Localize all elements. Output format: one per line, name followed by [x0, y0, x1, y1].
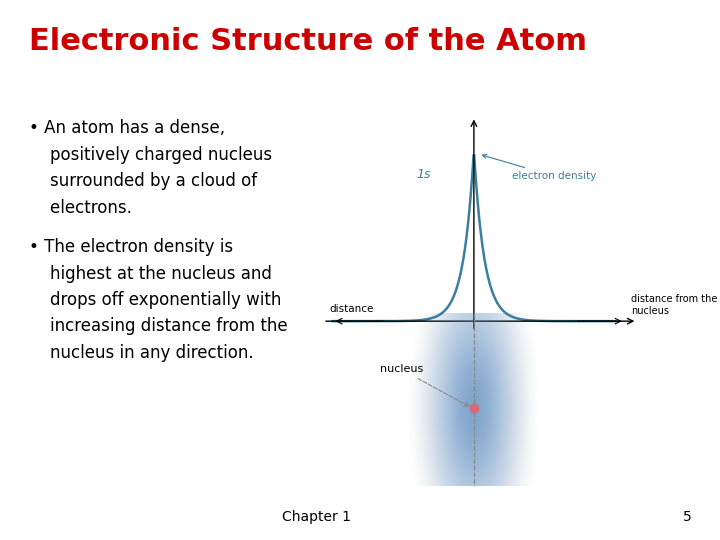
Text: electron density: electron density: [482, 154, 596, 181]
Text: 5: 5: [683, 510, 691, 524]
Text: • The electron density is: • The electron density is: [29, 238, 233, 255]
Text: distance: distance: [329, 305, 374, 314]
Text: positively charged nucleus
    surrounded by a cloud of
    electrons.: positively charged nucleus surrounded by…: [29, 146, 272, 217]
Circle shape: [472, 402, 476, 415]
Text: highest at the nucleus and
    drops off exponentially with
    increasing dista: highest at the nucleus and drops off exp…: [29, 265, 287, 362]
Text: distance from the
nucleus: distance from the nucleus: [631, 294, 717, 316]
Circle shape: [468, 392, 480, 424]
Circle shape: [473, 405, 475, 411]
Circle shape: [470, 399, 477, 418]
Text: 1s: 1s: [416, 168, 431, 181]
Text: nucleus: nucleus: [379, 364, 469, 406]
Text: Electronic Structure of the Atom: Electronic Structure of the Atom: [29, 27, 587, 56]
Circle shape: [469, 395, 479, 421]
Text: • An atom has a dense,: • An atom has a dense,: [29, 119, 225, 137]
Text: Chapter 1: Chapter 1: [282, 510, 351, 524]
